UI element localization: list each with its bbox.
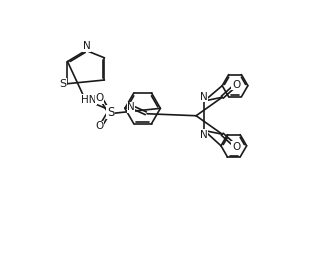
Text: N: N	[127, 102, 135, 112]
Text: O: O	[95, 121, 104, 131]
Text: O: O	[95, 93, 104, 103]
Text: O: O	[232, 142, 240, 152]
Text: N: N	[200, 130, 208, 140]
Text: N: N	[83, 41, 90, 51]
Text: S: S	[107, 105, 114, 119]
Text: N: N	[200, 91, 208, 102]
Text: HN: HN	[81, 95, 96, 105]
Text: O: O	[232, 80, 240, 90]
Text: S: S	[60, 79, 67, 89]
